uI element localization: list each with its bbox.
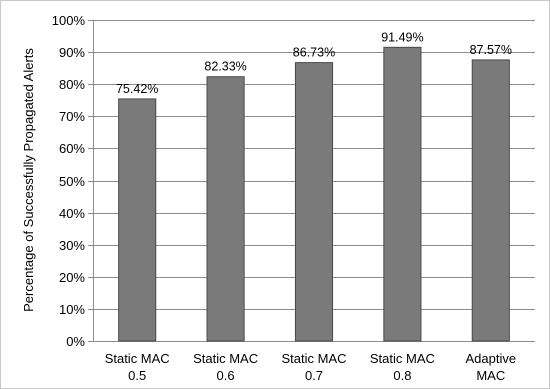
x-tick-label: Static MAC 0.6 <box>193 351 258 383</box>
x-tick-label-line: 0.8 <box>393 368 411 383</box>
y-axis-ticks: 0% 10% 20% 30% 40% 50% 60% 70% 80% 90% 100% <box>52 13 86 349</box>
bar <box>471 59 510 342</box>
y-tick-label: 80% <box>59 77 85 92</box>
bar <box>383 46 422 342</box>
data-label: 91.49% <box>381 30 423 44</box>
data-labels: 75.42% 82.33% 86.73% 91.49% 87.57% <box>116 30 512 96</box>
x-tick-label-line: Static MAC <box>281 351 346 366</box>
data-label: 82.33% <box>204 60 246 74</box>
y-tick-label: 0% <box>66 334 85 349</box>
x-tick-label: Static MAC 0.7 <box>281 351 346 383</box>
bar <box>118 98 157 342</box>
x-tick-label: Adaptive MAC <box>466 351 517 383</box>
bars <box>118 46 510 342</box>
x-tick-label-line: MAC <box>476 368 505 383</box>
x-tick-label-line: Static MAC <box>105 351 170 366</box>
y-tick-label: 30% <box>59 238 85 253</box>
x-tick-label-line: 0.6 <box>217 368 235 383</box>
y-tick-label: 40% <box>59 206 85 221</box>
y-tick-label: 100% <box>52 13 86 28</box>
y-tick-label: 60% <box>59 141 85 156</box>
data-label: 86.73% <box>293 46 335 60</box>
y-tick-label: 20% <box>59 270 85 285</box>
data-label: 87.57% <box>470 43 512 57</box>
x-tick-label-line: Adaptive <box>466 351 517 366</box>
data-label: 75.42% <box>116 82 158 96</box>
y-tick-label: 90% <box>59 45 85 60</box>
x-tick-label: Static MAC 0.5 <box>105 351 170 383</box>
y-tick-label: 10% <box>59 302 85 317</box>
y-axis-label: Percentage of Successfully Propagated Al… <box>21 48 36 312</box>
bar <box>294 62 334 342</box>
y-tick-label: 70% <box>59 109 85 124</box>
y-tick-label: 50% <box>59 174 85 189</box>
x-tick-label-line: Static MAC <box>193 351 258 366</box>
x-tick-label-line: 0.7 <box>305 368 323 383</box>
x-tick-label-line: 0.5 <box>128 368 146 383</box>
x-tick-label: Static MAC 0.8 <box>370 351 435 383</box>
bar <box>206 76 245 342</box>
x-tick-label-line: Static MAC <box>370 351 435 366</box>
